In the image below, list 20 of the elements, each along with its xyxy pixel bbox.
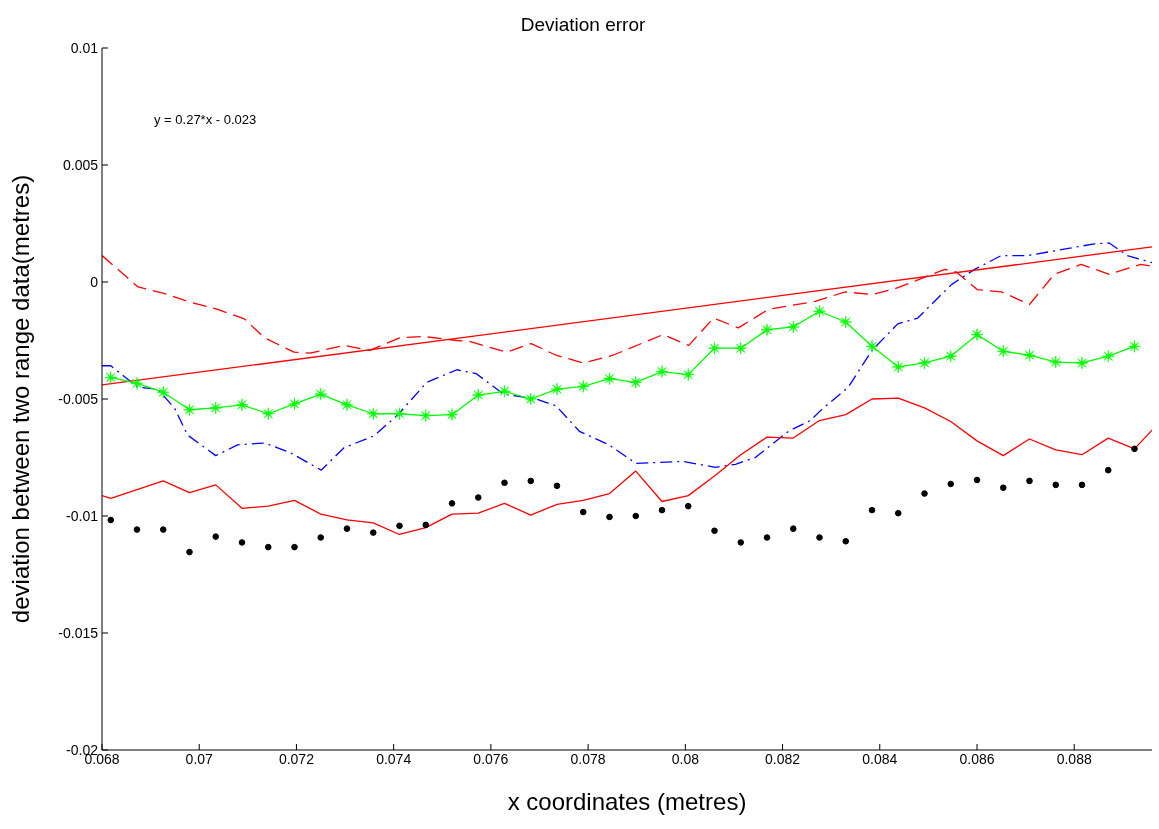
x-tick-label: 0.07 [185, 750, 214, 767]
x-tick-label: 0.078 [570, 750, 606, 767]
chart-title: Deviation error [519, 14, 647, 36]
y-tick-label: -0.01 [66, 507, 99, 524]
y-axis-title: deviation between two range data(metres) [6, 174, 34, 624]
annotation: y = 0.27*x - 0.023 [154, 112, 257, 127]
x-axis-title: x coordinates (metres) [507, 788, 747, 815]
x-tick-label: 0.088 [1056, 750, 1092, 767]
x-tick-label: 0.076 [473, 750, 509, 767]
y-tick-label: 0.005 [62, 156, 99, 173]
y-tick-label: -0.015 [58, 624, 99, 641]
x-tick-label: 0.074 [376, 750, 412, 767]
y-tick-label: -0.005 [58, 390, 99, 407]
x-tick-label: 0.086 [959, 750, 995, 767]
x-tick-label: 0.072 [278, 750, 315, 767]
y-tick-label: 0.01 [70, 39, 99, 56]
x-tick-label: 0.08 [671, 750, 700, 767]
x-tick-label: 0.084 [862, 750, 898, 767]
y-tick-label: 0 [90, 273, 99, 290]
x-tick-label: 0.082 [765, 750, 801, 767]
